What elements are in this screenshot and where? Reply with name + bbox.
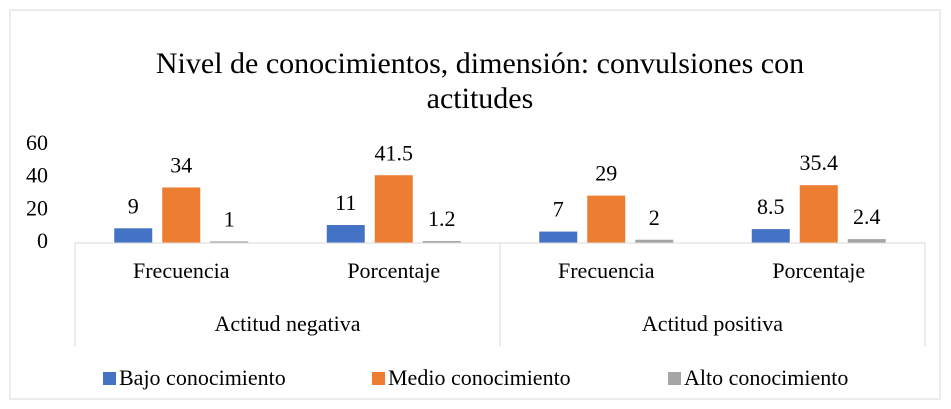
x-tick-label: Frecuencia bbox=[558, 258, 655, 283]
legend-label: Bajo conocimiento bbox=[119, 365, 286, 390]
bar bbox=[210, 241, 249, 243]
x-tick-label: Porcentaje bbox=[347, 258, 440, 283]
y-tick-label: 40 bbox=[26, 163, 48, 188]
bar bbox=[799, 185, 838, 243]
data-label: 7 bbox=[553, 197, 564, 222]
bar bbox=[539, 231, 578, 243]
data-label: 8.5 bbox=[757, 194, 785, 219]
data-label: 41.5 bbox=[375, 140, 414, 165]
y-tick-label: 60 bbox=[26, 130, 48, 155]
bar bbox=[751, 229, 790, 243]
x-tick-label: Porcentaje bbox=[772, 258, 865, 283]
bar bbox=[847, 239, 886, 243]
bar bbox=[422, 241, 461, 243]
data-label: 34 bbox=[170, 153, 192, 178]
bar bbox=[635, 239, 674, 243]
y-tick-label: 0 bbox=[37, 228, 48, 253]
data-label: 1.2 bbox=[428, 206, 456, 231]
legend-swatch bbox=[372, 372, 385, 385]
data-label: 9 bbox=[128, 193, 139, 218]
bar bbox=[162, 187, 201, 243]
bar bbox=[374, 175, 413, 243]
data-label: 29 bbox=[595, 161, 617, 186]
group-label: Actitud negativa bbox=[214, 311, 360, 336]
bar bbox=[326, 225, 365, 243]
group-label: Actitud positiva bbox=[642, 311, 783, 336]
chart-title: actitudes bbox=[427, 82, 534, 115]
data-label: 2 bbox=[649, 205, 660, 230]
data-label: 1 bbox=[224, 206, 235, 231]
bar bbox=[587, 195, 626, 243]
data-label: 2.4 bbox=[853, 204, 881, 229]
data-label: 35.4 bbox=[800, 150, 839, 175]
bar bbox=[114, 228, 153, 243]
legend-swatch bbox=[668, 372, 681, 385]
y-tick-label: 20 bbox=[26, 195, 48, 220]
x-tick-label: Frecuencia bbox=[133, 258, 230, 283]
legend-swatch bbox=[103, 372, 116, 385]
legend-label: Alto conocimiento bbox=[684, 365, 848, 390]
data-label: 11 bbox=[335, 190, 356, 215]
chart-title: Nivel de conocimientos, dimensión: convu… bbox=[156, 47, 804, 80]
legend-label: Medio conocimiento bbox=[388, 365, 571, 390]
